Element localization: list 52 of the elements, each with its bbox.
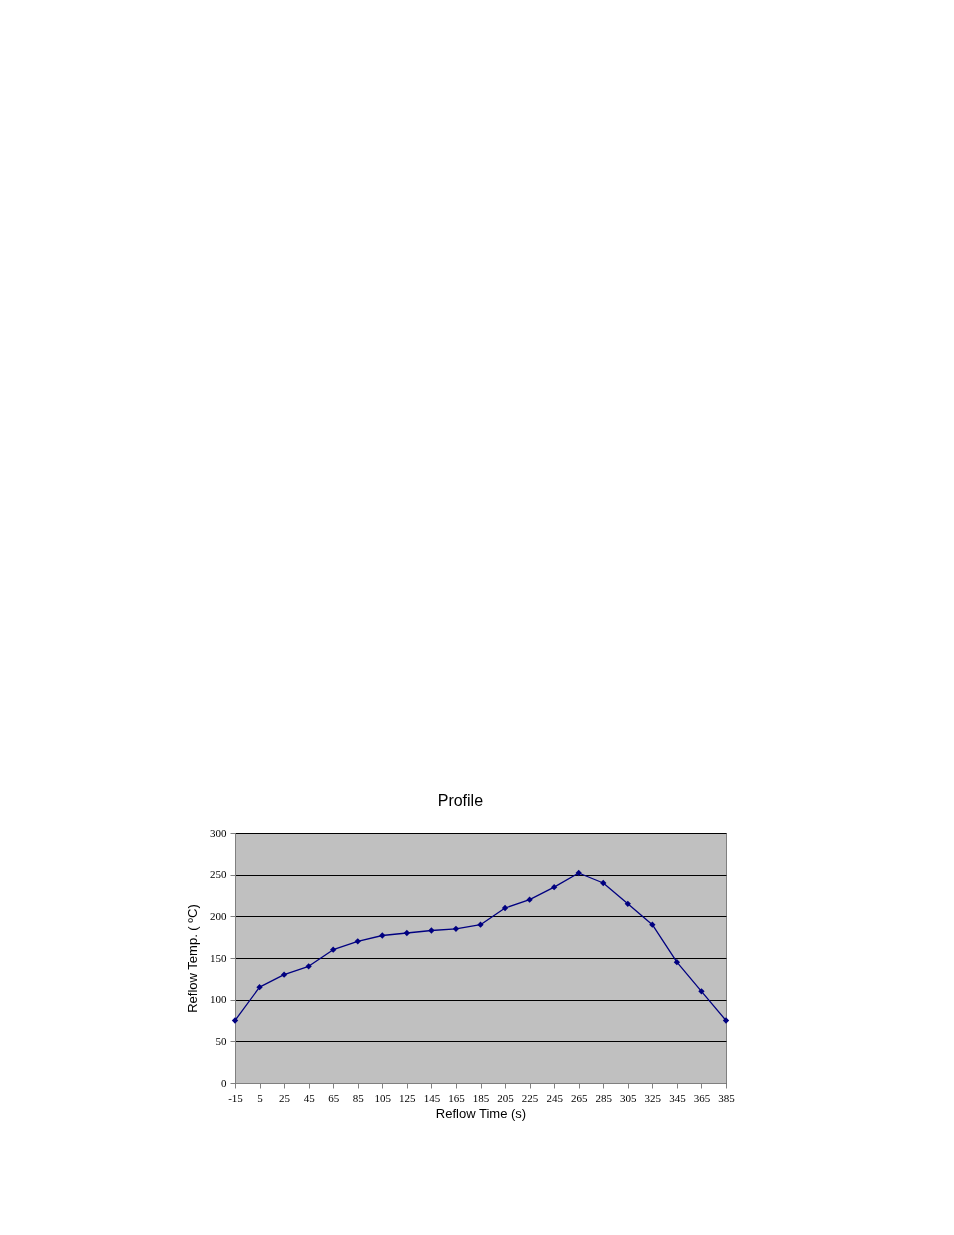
x-tick-label: 225 xyxy=(521,1091,539,1104)
point xyxy=(403,929,411,937)
x-tick-label: 125 xyxy=(399,1091,417,1104)
x-tick-label: 305 xyxy=(620,1091,638,1104)
point xyxy=(256,984,263,991)
point xyxy=(649,921,656,928)
point xyxy=(624,900,631,907)
x-tick-label: 285 xyxy=(595,1091,613,1104)
x-tick-label: 265 xyxy=(570,1091,588,1104)
y-tick-label: 50 xyxy=(215,1034,227,1047)
point xyxy=(550,884,558,891)
x-tick-label: 165 xyxy=(448,1091,466,1104)
point xyxy=(526,896,533,903)
point xyxy=(501,904,509,912)
x-tick-label: 245 xyxy=(546,1091,564,1104)
chart-title: Profile xyxy=(437,792,484,809)
y-tick-label: 300 xyxy=(210,826,227,839)
x-tick-label: 85 xyxy=(352,1091,365,1104)
point xyxy=(330,946,337,953)
y-tick-label: 100 xyxy=(210,993,227,1006)
x-tick-label: 385 xyxy=(718,1091,736,1104)
y-tick-label: 250 xyxy=(210,868,227,881)
point xyxy=(354,938,361,945)
point xyxy=(575,869,582,877)
point xyxy=(673,959,681,966)
point xyxy=(379,932,386,939)
x-tick-label: 205 xyxy=(497,1091,515,1104)
y-tick-label: 200 xyxy=(210,909,227,922)
point xyxy=(305,963,312,970)
point xyxy=(280,971,288,978)
point xyxy=(231,1017,239,1024)
x-tick-label: -15 xyxy=(228,1091,244,1104)
y-tick-label: 150 xyxy=(210,951,227,964)
point xyxy=(428,927,435,934)
x-tick-label: 65 xyxy=(328,1091,340,1104)
x-tick-label: 25 xyxy=(279,1091,291,1104)
point xyxy=(477,921,484,928)
x-tick-label: 105 xyxy=(374,1091,392,1104)
x-axis-title: Reflow Time (s) xyxy=(435,1105,527,1121)
x-tick-label: 145 xyxy=(423,1091,441,1104)
x-tick-label: 345 xyxy=(669,1091,687,1104)
y-tick-label: 0 xyxy=(221,1076,227,1089)
x-tick-label: 5 xyxy=(257,1091,264,1104)
x-tick-label: 325 xyxy=(644,1091,662,1104)
x-tick-label: 185 xyxy=(472,1091,490,1104)
point xyxy=(698,988,705,995)
point xyxy=(452,925,460,932)
point xyxy=(600,879,607,887)
x-tick-label: 365 xyxy=(693,1091,711,1104)
point xyxy=(722,1017,730,1024)
x-tick-label: 45 xyxy=(303,1091,316,1104)
y-axis-title: Reflow Temp. ( ºC) xyxy=(185,904,200,1013)
